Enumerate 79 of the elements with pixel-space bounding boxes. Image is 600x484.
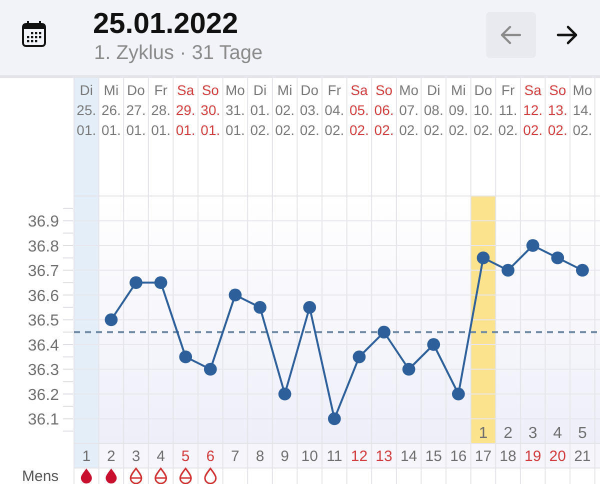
x-tick-label: 9 bbox=[280, 448, 289, 466]
y-tick-label: 36.7 bbox=[28, 263, 60, 280]
point bbox=[452, 388, 465, 400]
x2-tick-label: Di 08. 02. bbox=[424, 82, 444, 138]
x-tick-label: 10 bbox=[301, 448, 318, 466]
x-tick-label: 20 bbox=[549, 448, 566, 466]
point bbox=[551, 251, 564, 264]
x2-tick-label: So 06. 02. bbox=[374, 82, 394, 138]
point bbox=[278, 388, 292, 400]
x2-tick-label: Di 25. 01. bbox=[76, 82, 96, 138]
x2-tick-label: Sa 05. 02. bbox=[349, 82, 369, 138]
x-tick-label: 16 bbox=[450, 448, 467, 466]
x-tick-label: 1 bbox=[82, 448, 91, 466]
x2-tick-label: Fr 11. 02. bbox=[498, 82, 518, 138]
x-tick-label: 14 bbox=[400, 448, 418, 466]
y-tick-label: 36.3 bbox=[28, 362, 60, 380]
x2-tick-label: So 13. 02. bbox=[548, 82, 568, 138]
annotation: 3 bbox=[528, 424, 538, 442]
x2-tick-label: Mi 26. 01. bbox=[101, 82, 121, 138]
x-tick-label: 6 bbox=[206, 448, 215, 466]
x-tick-label: 3 bbox=[132, 448, 140, 466]
annotation: 2 bbox=[504, 424, 513, 442]
y-tick-label: 36.9 bbox=[28, 214, 60, 231]
point bbox=[352, 350, 366, 364]
point bbox=[104, 313, 118, 326]
x-tick-label: 21 bbox=[574, 448, 591, 466]
point bbox=[303, 300, 316, 314]
x-tick-label: 15 bbox=[425, 448, 442, 466]
x2-tick-label: Mi 02. 02. bbox=[275, 82, 295, 138]
x2-tick-label: Do 27. 01. bbox=[126, 82, 146, 138]
x2-tick-label: Sa 29. 01. bbox=[176, 82, 196, 138]
point bbox=[154, 276, 168, 290]
x2-tick-label: Mo 31. 01. bbox=[225, 82, 246, 138]
x-tick-label: 2 bbox=[107, 448, 116, 466]
x2-tick-label: Mo 14. 02. bbox=[572, 82, 592, 138]
point bbox=[179, 350, 192, 364]
chart-subtitle: 1. Zyklus · 31 Tage bbox=[94, 42, 263, 64]
x-tick-label: 17 bbox=[474, 448, 492, 466]
y-tick-label: 36.2 bbox=[28, 386, 60, 404]
x-tick-label: 13 bbox=[376, 448, 392, 466]
point bbox=[328, 412, 341, 426]
y-tick-label: 36.5 bbox=[28, 312, 60, 330]
x-tick-label: 5 bbox=[181, 448, 190, 466]
x-tick-label: 12 bbox=[350, 448, 368, 466]
x2-tick-label: Sa 12. 02. bbox=[523, 82, 543, 138]
y-tick-label: 36.6 bbox=[28, 288, 60, 305]
point bbox=[526, 239, 540, 252]
point bbox=[476, 251, 490, 264]
point bbox=[228, 288, 242, 302]
x2-tick-label: So 30. 01. bbox=[200, 82, 220, 138]
x-tick-label: 18 bbox=[500, 448, 516, 466]
point bbox=[254, 300, 266, 314]
y-tick-label: 36.1 bbox=[28, 412, 60, 429]
annotation: 1 bbox=[478, 424, 488, 442]
point bbox=[402, 362, 416, 376]
x2-tick-label: Mi 09. 02. bbox=[448, 82, 468, 138]
x-tick-label: 19 bbox=[524, 448, 542, 466]
annotation: 5 bbox=[578, 424, 587, 442]
x2-tick-label: Fr 28. 01. bbox=[151, 82, 171, 138]
x2-tick-label: Do 10. 02. bbox=[473, 82, 493, 138]
y-tick-label: 36.8 bbox=[28, 238, 60, 256]
x2-tick-label: Di 01. 02. bbox=[250, 82, 270, 138]
point bbox=[502, 264, 514, 277]
x-tick-label: 7 bbox=[231, 448, 240, 466]
text: Mens bbox=[22, 468, 59, 484]
x-tick-label: 11 bbox=[326, 448, 342, 466]
point bbox=[378, 326, 390, 339]
point bbox=[576, 264, 589, 277]
point bbox=[427, 338, 440, 351]
point bbox=[204, 362, 217, 376]
x-tick-label: 4 bbox=[156, 448, 165, 466]
point bbox=[130, 276, 142, 290]
y-tick-label: 36.4 bbox=[28, 337, 60, 354]
x2-tick-label: Do 03. 02. bbox=[300, 82, 320, 138]
x2-tick-label: Mo 07. 02. bbox=[399, 82, 419, 138]
x-tick-label: 8 bbox=[256, 448, 264, 466]
chart-title: 25.01.2022 bbox=[93, 8, 238, 40]
x2-tick-label: Fr 04. 02. bbox=[324, 82, 344, 138]
annotation: 4 bbox=[553, 424, 562, 442]
